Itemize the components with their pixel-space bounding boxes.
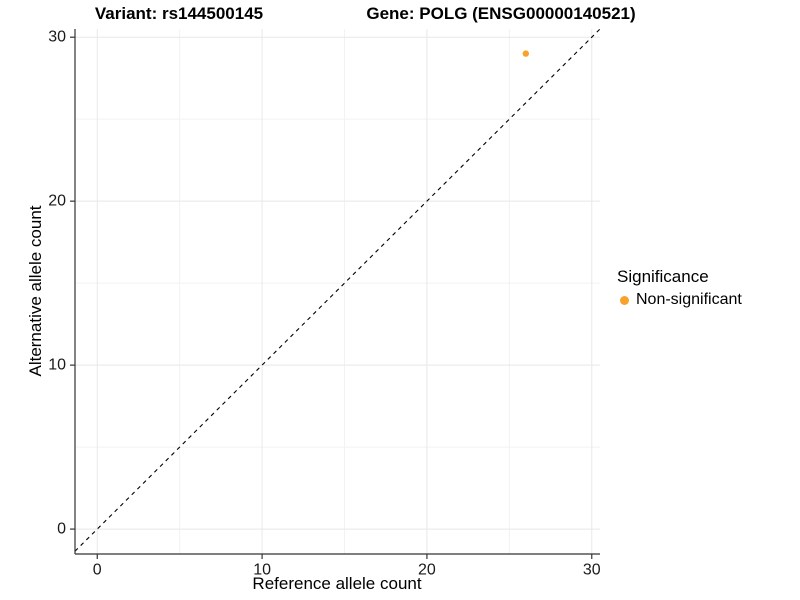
x-tick-label: 30 (583, 561, 601, 578)
plot-title-gene: Gene: POLG (ENSG00000140521) (366, 4, 636, 23)
y-tick-label: 10 (48, 357, 66, 374)
identity-line (74, 28, 601, 552)
plot-title-variant: Variant: rs144500145 (94, 4, 264, 23)
x-axis-title: Reference allele count (252, 574, 422, 593)
legend: Significance Non-significant (617, 266, 742, 309)
x-tick-label: 0 (93, 561, 102, 578)
x-tick-label: 20 (418, 561, 436, 578)
x-tick-label: 10 (253, 561, 271, 578)
legend-entry-label: Non-significant (636, 291, 742, 308)
data-point (522, 50, 530, 57)
legend-point-icon (620, 295, 629, 305)
y-tick-label: 30 (48, 29, 66, 46)
y-tick-label: 20 (48, 193, 66, 210)
y-tick-label: 0 (57, 521, 66, 538)
y-axis-title: Alternative allele count (26, 205, 45, 377)
legend-entry: Non-significant (617, 291, 742, 309)
legend-title: Significance (617, 267, 709, 286)
